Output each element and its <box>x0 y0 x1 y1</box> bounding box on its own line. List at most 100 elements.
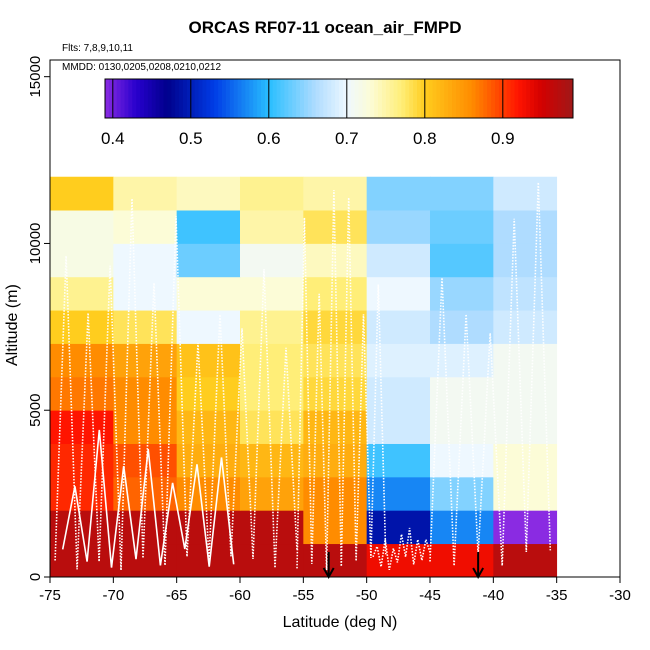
heatmap-cell <box>303 410 368 444</box>
heatmap-cells <box>50 176 558 578</box>
colorbar-swatch <box>557 79 562 118</box>
colorbar-swatch <box>537 79 543 118</box>
colorbar-swatch <box>565 79 570 118</box>
x-tick-label: -55 <box>292 587 314 604</box>
heatmap-cell <box>303 276 368 311</box>
colorbar-swatch <box>327 79 332 118</box>
colorbar-swatch <box>179 79 184 118</box>
heatmap-cell <box>430 176 494 211</box>
colorbar-swatch <box>108 79 114 118</box>
colorbar-swatch <box>467 79 473 118</box>
colorbar-swatch <box>514 79 519 118</box>
colorbar-swatch <box>424 79 430 118</box>
colorbar-swatch <box>171 79 176 118</box>
colorbar-swatch <box>202 79 207 118</box>
colorbar-swatch <box>487 79 492 118</box>
colorbar-swatch <box>233 79 239 118</box>
x-tick-label: -70 <box>102 587 124 604</box>
colorbar-tick-label: 0.8 <box>413 129 437 148</box>
colorbar-swatch <box>319 79 324 118</box>
heatmap-cell <box>493 376 558 411</box>
colorbar-tick-label: 0.5 <box>179 129 203 148</box>
heatmap-cell <box>303 543 368 578</box>
colorbar-swatch <box>159 79 164 118</box>
heatmap-cell <box>366 176 431 211</box>
heatmap-cell <box>240 210 304 244</box>
heatmap-cell <box>176 376 241 411</box>
colorbar-swatch <box>155 79 161 118</box>
colorbar-swatch <box>378 79 383 118</box>
heatmap-cell <box>366 376 431 411</box>
x-axis-label: Latitude (deg N) <box>282 614 398 631</box>
heatmap-cell <box>430 543 494 578</box>
heatmap-cell <box>303 376 368 411</box>
colorbar-swatch <box>413 79 418 118</box>
colorbar-swatch <box>545 79 551 118</box>
colorbar-swatch <box>456 79 461 118</box>
heatmap-cell <box>493 343 558 378</box>
colorbar-swatch <box>498 79 504 118</box>
colorbar-swatch <box>112 79 118 118</box>
colorbar-swatch <box>339 79 344 118</box>
colorbar-swatch <box>432 79 437 118</box>
colorbar-swatch <box>175 79 180 118</box>
colorbar-swatch <box>393 79 398 118</box>
heatmap-cell <box>430 410 494 444</box>
heatmap-cell <box>240 243 304 278</box>
heatmap-cell <box>113 376 178 411</box>
colorbar-swatch <box>374 79 379 118</box>
flight-track <box>296 189 387 571</box>
colorbar-swatch <box>124 79 129 118</box>
heatmap-cell <box>240 276 304 311</box>
heatmap-cell <box>430 510 494 545</box>
heatmap-cell <box>176 343 241 378</box>
colorbar-swatch <box>440 79 445 118</box>
heatmap-cell <box>113 276 178 311</box>
colorbar-swatch <box>358 79 363 118</box>
heatmap-cell <box>113 243 178 278</box>
heatmap-cell <box>366 510 431 545</box>
heatmap-cell <box>176 410 241 444</box>
colorbar-swatch <box>350 79 356 118</box>
heatmap-cell <box>240 376 304 411</box>
heatmap-cell <box>493 176 558 211</box>
colorbar-swatch <box>120 79 125 118</box>
colorbar-swatch <box>354 79 359 118</box>
colorbar-swatch <box>144 79 149 118</box>
colorbar-swatch <box>463 79 469 118</box>
colorbar-swatch <box>381 79 387 118</box>
colorbar-swatch <box>541 79 547 118</box>
colorbar-tick-label: 0.9 <box>491 129 515 148</box>
heatmap-cell <box>366 410 431 444</box>
x-axis: -75 -70 -65 -60 -55 -50 -45 -40 -35 -30 <box>39 576 631 604</box>
heatmap-cell <box>113 176 178 211</box>
colorbar-swatch <box>147 79 153 118</box>
heatmap-cell <box>176 310 241 344</box>
heatmap-cell <box>176 476 241 511</box>
colorbar-swatch <box>405 79 410 118</box>
heatmap-cell <box>113 543 178 578</box>
colorbar-swatch <box>549 79 554 118</box>
colorbar-swatch <box>526 79 531 118</box>
colorbar-swatch <box>257 79 262 118</box>
x-tick-label: -60 <box>229 587 251 604</box>
colorbar-swatch <box>342 79 348 118</box>
flight-track <box>61 429 235 568</box>
colorbar-swatch <box>401 79 406 118</box>
x-tick-label: -45 <box>419 587 441 604</box>
colorbar-frame <box>104 78 574 119</box>
y-tick-label: 15000 <box>27 56 44 98</box>
heatmap-cell <box>176 210 241 244</box>
heatmap-cell <box>50 376 114 411</box>
colorbar-swatch <box>506 79 512 118</box>
heatmap-cell <box>240 543 304 578</box>
chart-title: ORCAS RF07-11 ocean_air_FMPD <box>188 18 462 37</box>
heatmap-cell <box>430 276 494 311</box>
x-tick-label: -40 <box>482 587 504 604</box>
colorbar-tick-label: 0.7 <box>335 129 359 148</box>
colorbar-swatch <box>475 79 480 118</box>
colorbar-swatch <box>510 79 515 118</box>
heatmap-cell <box>176 176 241 211</box>
colorbar-swatch <box>241 79 246 118</box>
colorbar-swatch <box>210 79 215 118</box>
